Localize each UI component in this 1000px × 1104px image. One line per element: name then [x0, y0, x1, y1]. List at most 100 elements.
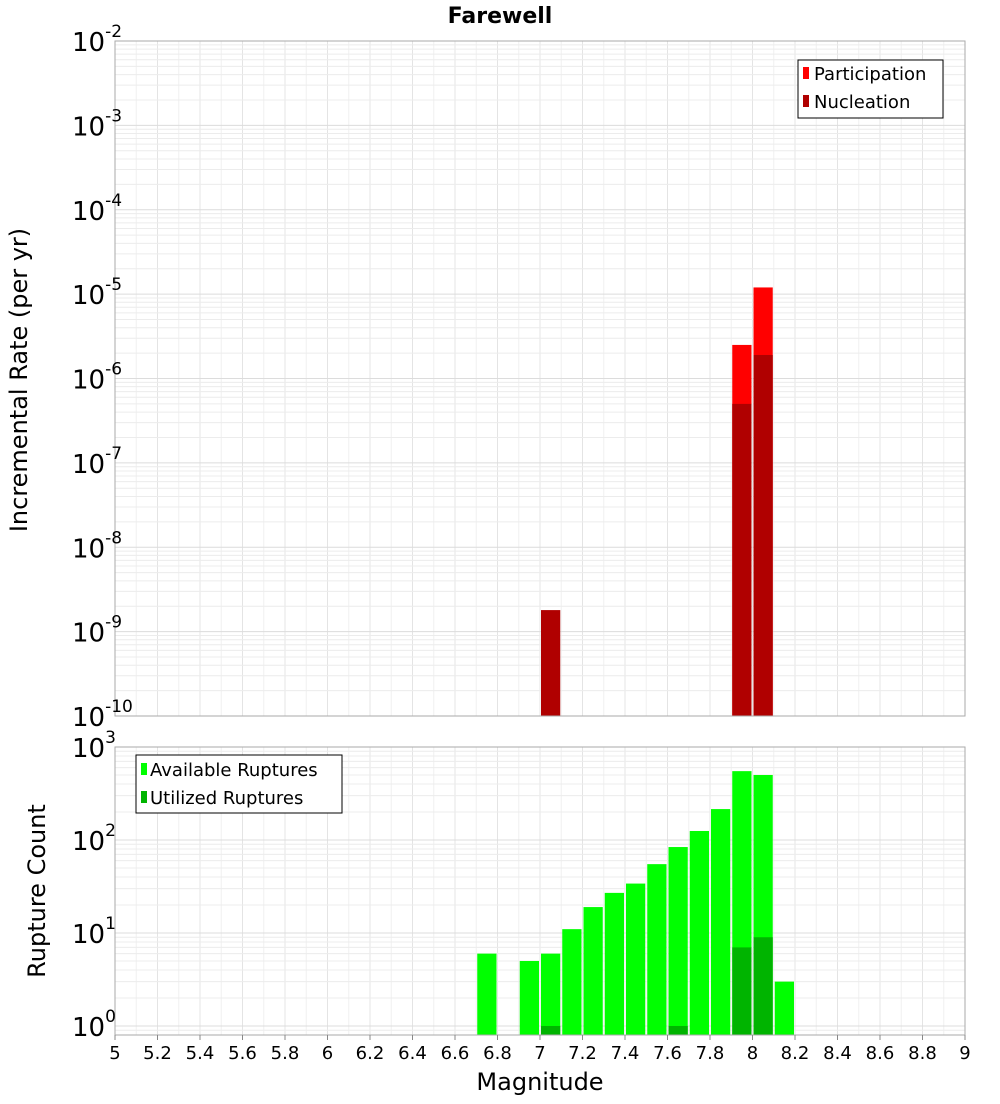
x-tick-label: 5.2: [143, 1043, 172, 1064]
x-tick-label: 6.6: [441, 1043, 470, 1064]
y-tick-base: 10: [72, 28, 105, 58]
y-tick-base: 10: [72, 619, 105, 649]
bar-nucleation: [732, 403, 752, 716]
bar-available-ruptures: [477, 953, 497, 1035]
y-tick-base: 10: [72, 197, 105, 227]
y-tick-base: 10: [72, 703, 105, 733]
bar-available-ruptures: [604, 892, 624, 1035]
y-tick-label: 103: [72, 728, 116, 764]
x-axis-label: Magnitude: [476, 1068, 603, 1096]
legend-swatch-nucleation: [803, 95, 809, 107]
y-tick-base: 10: [72, 366, 105, 396]
bar-available-ruptures: [626, 883, 646, 1035]
x-tick-label: 8.8: [908, 1043, 937, 1064]
x-tick-label: 7: [534, 1043, 545, 1064]
y-tick-exponent: -2: [105, 22, 122, 42]
y-tick-label: 10-10: [72, 697, 133, 733]
y-tick-exponent: 0: [105, 1007, 116, 1027]
y-tick-base: 10: [72, 920, 105, 950]
x-tick-label: 7.8: [696, 1043, 725, 1064]
bar-available-ruptures: [519, 960, 539, 1035]
x-tick-labels: 5 5.2 5.4 5.6 5.8 6 6.2 6.4 6.6 6.8 7 7.2 7.4 7.6 7.8 8…: [109, 1035, 971, 1064]
y-tick-label: 101: [72, 914, 116, 950]
bar-utilized-ruptures: [732, 947, 752, 1035]
y-tick-base: 10: [72, 1013, 105, 1043]
x-tick-label: 7.6: [653, 1043, 682, 1064]
bar-available-ruptures: [562, 929, 582, 1035]
y-tick-exponent: -7: [105, 444, 122, 464]
x-tick-label: 7.2: [568, 1043, 597, 1064]
x-tick-label: 6.2: [356, 1043, 385, 1064]
legend-label-nucleation: Nucleation: [814, 92, 910, 113]
x-tick-label: 9: [959, 1043, 970, 1064]
bar-available-ruptures: [711, 809, 731, 1035]
y-tick-label: 10-5: [72, 275, 122, 311]
x-tick-label: 6: [322, 1043, 333, 1064]
x-tick-label: 5.4: [186, 1043, 215, 1064]
y-tick-exponent: 1: [105, 914, 116, 934]
bar-nucleation: [541, 610, 561, 716]
y-tick-label: 100: [72, 1007, 116, 1043]
x-tick-label: 5.8: [271, 1043, 300, 1064]
bar-utilized-ruptures: [541, 1025, 561, 1035]
bar-available-ruptures: [541, 953, 561, 1035]
legend-swatch-available-ruptures: [141, 763, 147, 775]
y-tick-exponent: -9: [105, 613, 122, 633]
top-y-axis-label: Incremental Rate (per yr): [5, 228, 33, 532]
x-tick-label: 5.6: [228, 1043, 257, 1064]
y-tick-base: 10: [72, 112, 105, 142]
x-tick-label: 8.4: [823, 1043, 852, 1064]
y-tick-exponent: -10: [105, 697, 133, 717]
y-tick-base: 10: [72, 827, 105, 857]
x-tick-label: 6.8: [483, 1043, 512, 1064]
legend-label-utilized-ruptures: Utilized Ruptures: [150, 788, 303, 809]
bottom-legend-box: [135, 754, 343, 814]
y-tick-exponent: 3: [105, 728, 116, 748]
y-tick-base: 10: [72, 534, 105, 564]
y-tick-exponent: -6: [105, 360, 122, 380]
top-y-tick-labels: 10-210-310-410-510-610-710-810-910-10: [72, 22, 133, 733]
y-tick-base: 10: [72, 734, 105, 764]
top-legend: Participation Nucleation: [797, 59, 944, 119]
top-plot-frame: [114, 40, 966, 717]
bar-available-ruptures: [689, 830, 709, 1035]
bar-available-ruptures: [668, 847, 688, 1035]
x-tick-label: 6.4: [398, 1043, 427, 1064]
y-tick-exponent: 2: [105, 821, 116, 841]
bar-available-ruptures: [583, 907, 603, 1035]
y-tick-exponent: -5: [105, 275, 122, 295]
y-tick-exponent: -3: [105, 106, 122, 126]
top-plot-bars: [541, 287, 773, 716]
y-tick-base: 10: [72, 450, 105, 480]
y-tick-label: 102: [72, 821, 116, 857]
y-tick-label: 10-3: [72, 106, 122, 142]
legend-swatch-participation: [803, 67, 809, 79]
legend-swatch-utilized-ruptures: [141, 791, 147, 803]
y-tick-label: 10-4: [72, 191, 122, 227]
x-tick-label: 5: [109, 1043, 120, 1064]
bar-available-ruptures: [774, 981, 794, 1035]
y-tick-label: 10-7: [72, 444, 122, 480]
bottom-legend: Available Ruptures Utilized Ruptures: [135, 754, 343, 814]
bar-nucleation: [753, 354, 773, 716]
bar-available-ruptures: [647, 864, 667, 1035]
top-plot-gridlines: [114, 41, 966, 717]
bottom-plot-bars: [477, 771, 794, 1035]
bar-utilized-ruptures: [753, 937, 773, 1035]
x-tick-label: 8: [747, 1043, 758, 1064]
y-tick-label: 10-6: [72, 360, 122, 396]
x-tick-label: 8.2: [781, 1043, 810, 1064]
legend-label-participation: Participation: [814, 64, 926, 85]
top-legend-box: [797, 59, 944, 119]
legend-label-available-ruptures: Available Ruptures: [150, 760, 318, 781]
y-tick-label: 10-9: [72, 613, 122, 649]
x-tick-label: 8.6: [866, 1043, 895, 1064]
y-tick-label: 10-8: [72, 528, 122, 564]
y-tick-exponent: -8: [105, 528, 122, 548]
y-tick-exponent: -4: [105, 191, 122, 211]
bar-utilized-ruptures: [668, 1025, 688, 1035]
y-tick-label: 10-2: [72, 22, 122, 58]
